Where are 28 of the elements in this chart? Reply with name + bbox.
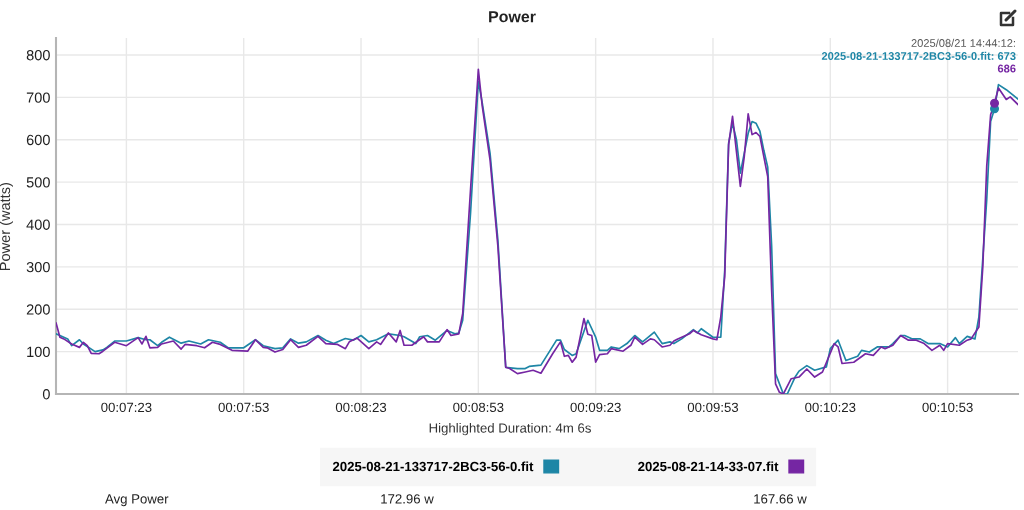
x-tick-label: 00:09:53 <box>687 402 739 413</box>
y-tick-label: 800 <box>26 50 50 61</box>
x-tick-label: 00:10:53 <box>922 402 973 413</box>
y-axis-title: Power (watts) <box>0 183 13 271</box>
annotation: 2025/08/21 14:44:12: <box>911 38 1015 47</box>
x-tick-label: 00:07:53 <box>218 402 269 413</box>
y-tick-label: 400 <box>26 219 50 230</box>
text: 167.66 w <box>754 494 807 504</box>
y-tick-label: 700 <box>26 92 50 103</box>
annotation: 2025-08-21-133717-2BC3-56-0.fit: 673 <box>821 51 1016 60</box>
chart-title: Power <box>489 11 536 23</box>
text: Avg Power <box>105 494 169 507</box>
annotation: 686 <box>997 64 1016 73</box>
x-tick-label: 00:07:23 <box>101 402 152 413</box>
y-tick-label: 200 <box>26 304 50 315</box>
y-tick-label: 500 <box>26 177 50 188</box>
legend-label: 2025-08-21-14-33-07.fit <box>638 461 779 472</box>
x-tick-label: 00:08:53 <box>453 402 504 413</box>
text: 172.96 w <box>381 494 434 504</box>
x-tick-label: 00:08:23 <box>335 402 387 413</box>
y-tick-label: 0 <box>42 389 50 400</box>
y-tick-label: 600 <box>26 134 50 146</box>
x-axis-title: Highlighted Duration: 4m 6s <box>429 423 591 436</box>
x-tick-label: 00:09:23 <box>570 402 621 413</box>
legend-label: 2025-08-21-133717-2BC3-56-0.fit <box>332 461 534 472</box>
y-tick-label: 300 <box>26 261 50 273</box>
y-tick-label: 100 <box>27 346 50 358</box>
x-tick-label: 00:10:23 <box>805 402 856 413</box>
